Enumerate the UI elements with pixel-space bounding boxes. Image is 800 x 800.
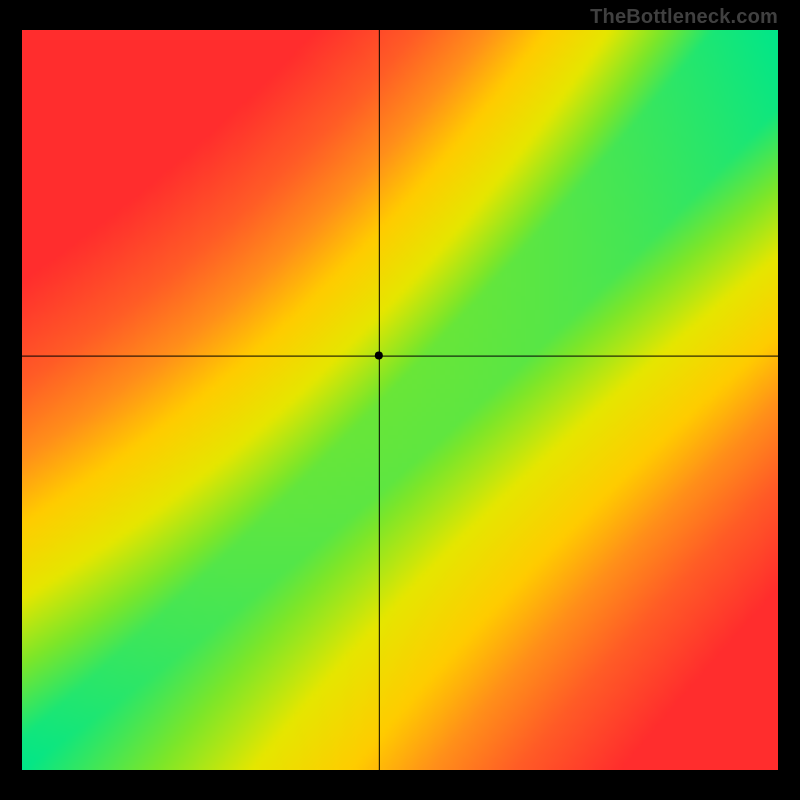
bottleneck-heatmap: [22, 30, 778, 770]
chart-container: { "watermark": { "text": "TheBottleneck.…: [0, 0, 800, 800]
plot-area: [22, 30, 778, 770]
watermark-text: TheBottleneck.com: [590, 6, 778, 29]
